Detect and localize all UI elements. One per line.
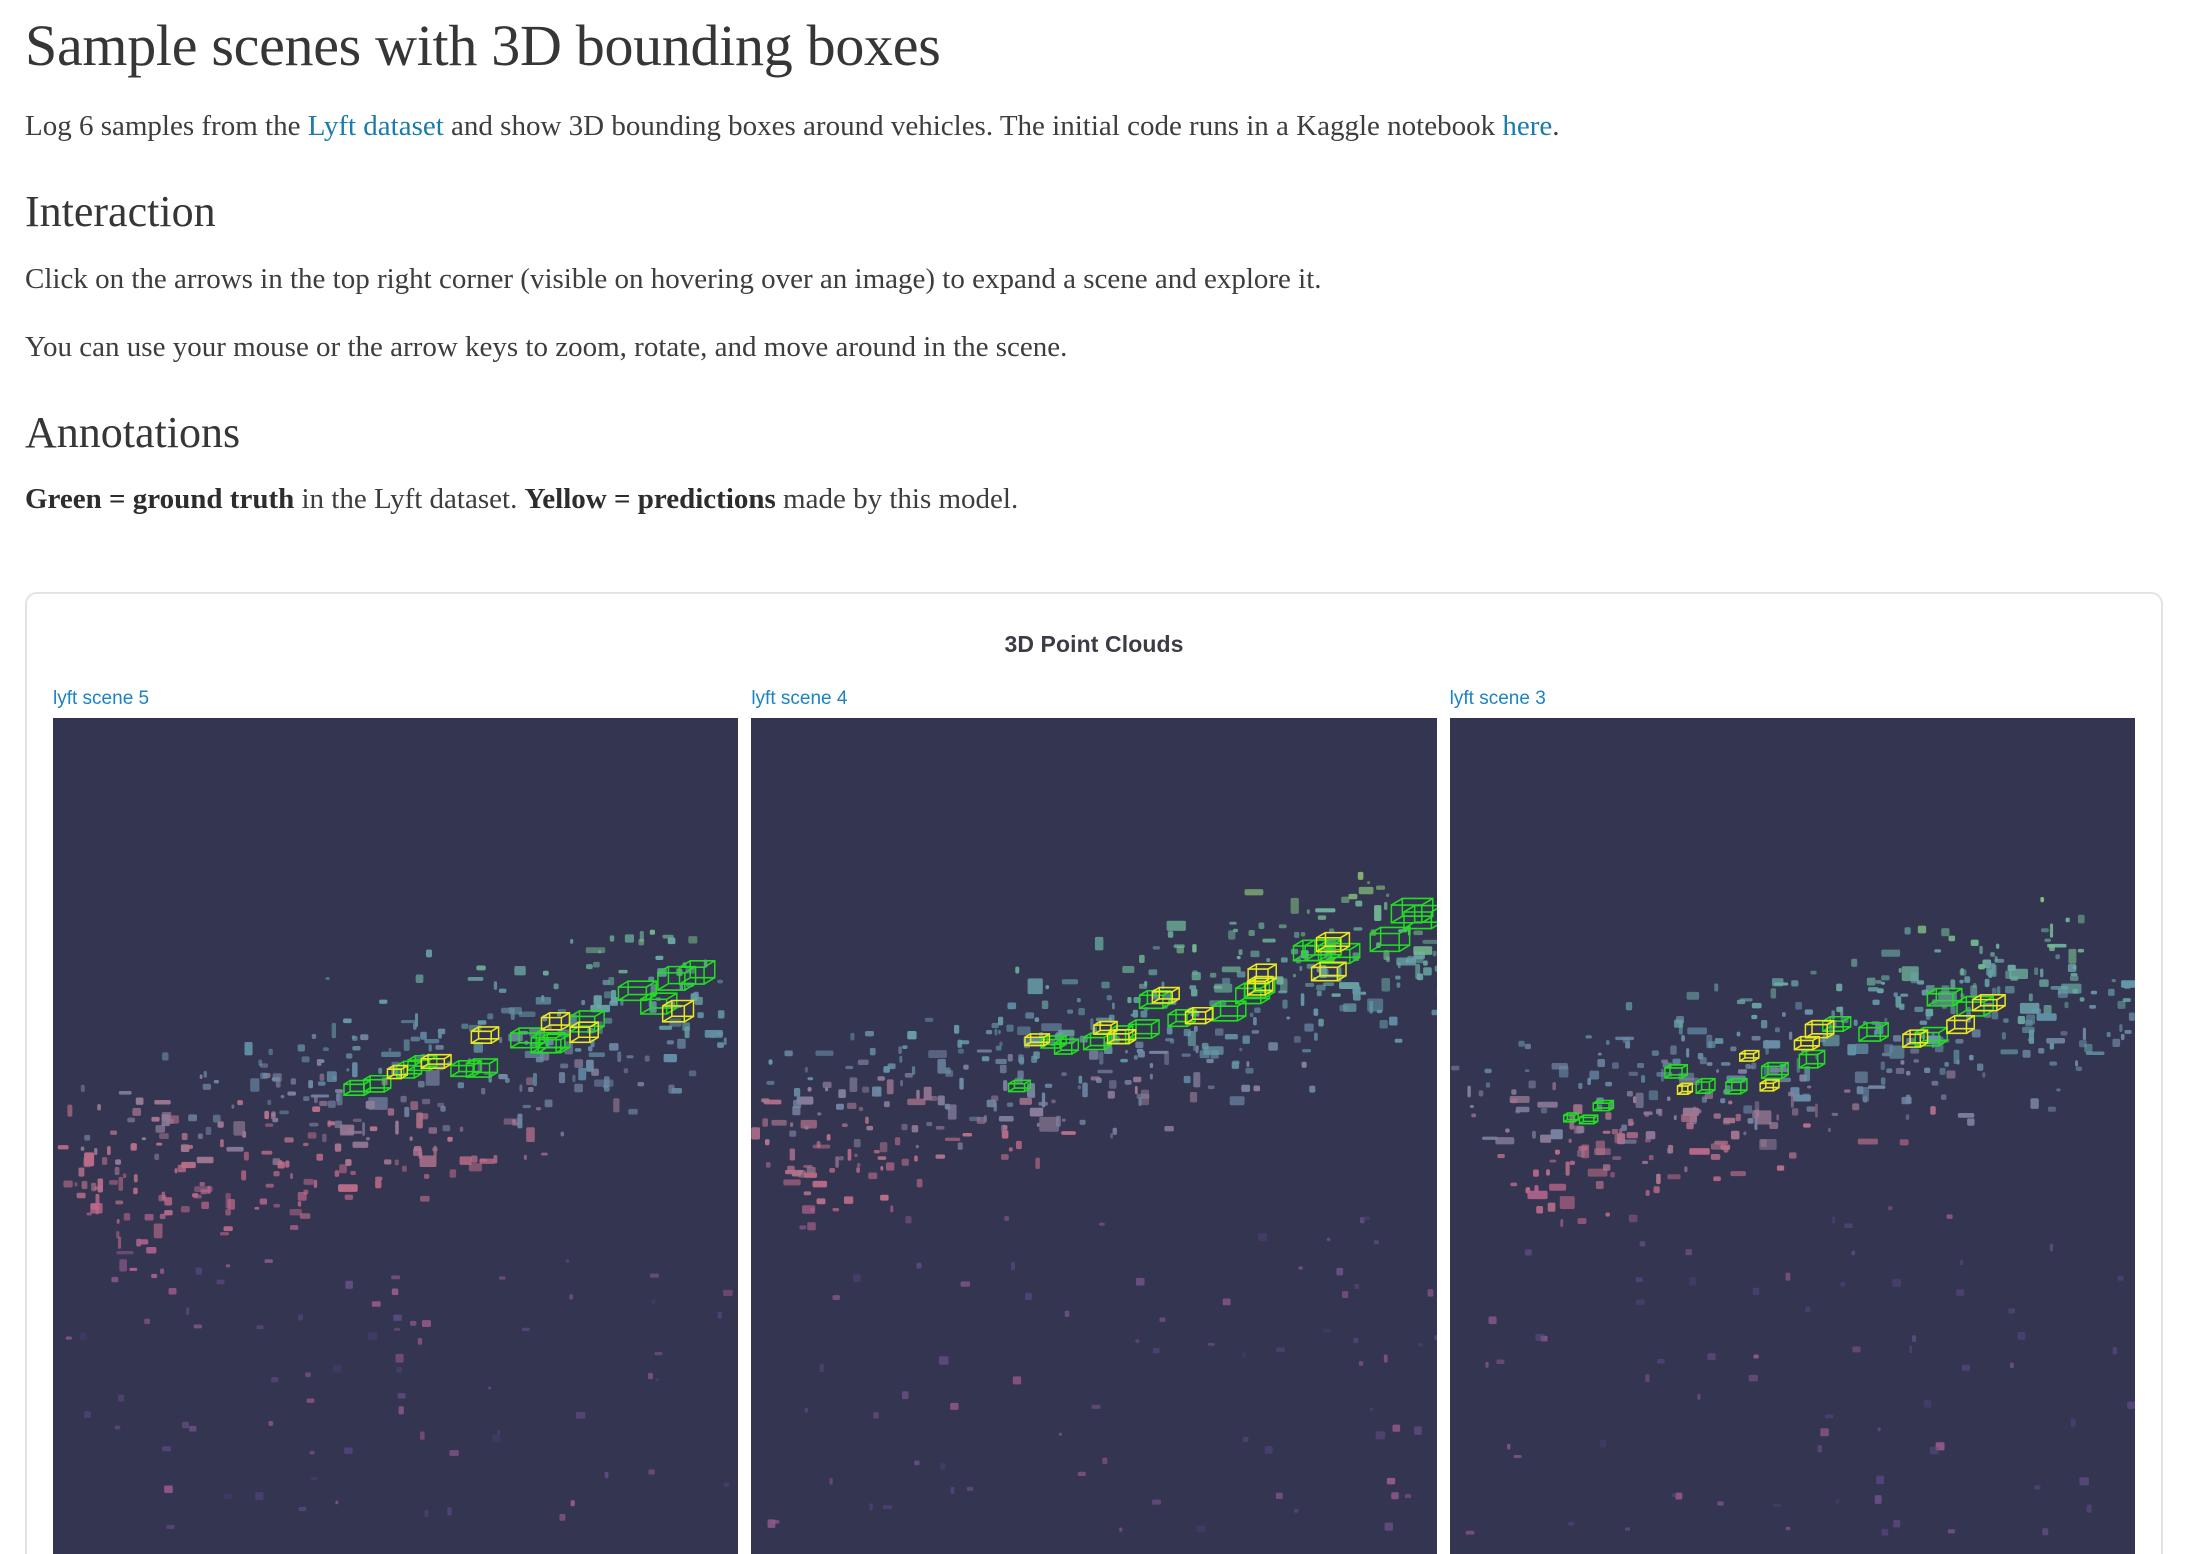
lyft-dataset-link[interactable]: Lyft dataset xyxy=(307,109,444,142)
scene-label-5[interactable]: lyft scene 5 xyxy=(53,688,150,710)
scene-cell-4: lyft scene 4 xyxy=(751,688,1437,1554)
intro-text-before: Log 6 samples from the xyxy=(25,109,308,142)
scene-grid: lyft scene 5 lyft scene 4 lyft scene 3 xyxy=(27,688,2161,1554)
scene-cell-3: lyft scene 3 xyxy=(1449,688,2135,1554)
page-root: Sample scenes with 3D bounding boxes Log… xyxy=(0,13,2188,1554)
interaction-paragraph-1: Click on the arrows in the top right cor… xyxy=(25,262,1322,295)
point-cloud-viewer-panel: 3D Point Clouds lyft scene 5 lyft scene … xyxy=(25,592,2163,1554)
scene-label-4[interactable]: lyft scene 4 xyxy=(751,688,848,710)
legend-green-label: Green = ground truth xyxy=(25,483,295,516)
scene-cell-5: lyft scene 5 xyxy=(53,688,739,1554)
scene-label-3[interactable]: lyft scene 3 xyxy=(1449,688,1546,710)
kaggle-notebook-here-link[interactable]: here xyxy=(1502,109,1553,142)
scene-canvas-3[interactable] xyxy=(1449,718,2135,1554)
legend-green-rest: in the Lyft dataset. xyxy=(294,483,525,516)
section-heading-interaction: Interaction xyxy=(25,187,216,236)
viewer-title: 3D Point Clouds xyxy=(1004,631,1184,658)
scene-canvas-5[interactable] xyxy=(53,718,739,1554)
annotations-legend: Green = ground truth in the Lyft dataset… xyxy=(25,478,2163,520)
intro-text-middle: and show 3D bounding boxes around vehicl… xyxy=(443,109,1503,142)
intro-text-after: . xyxy=(1552,109,1560,142)
legend-yellow-label: Yellow = predictions xyxy=(524,483,776,516)
legend-yellow-rest: made by this model. xyxy=(775,483,1019,516)
point-cloud-render-3 xyxy=(1450,897,2135,1536)
section-heading-annotations: Annotations xyxy=(25,407,241,457)
point-cloud-render-5 xyxy=(57,929,733,1530)
page-title: Sample scenes with 3D bounding boxes xyxy=(25,13,941,78)
intro-paragraph: Log 6 samples from the Lyft dataset and … xyxy=(25,105,2163,147)
point-cloud-render-4 xyxy=(751,872,1437,1533)
interaction-paragraph-2: You can use your mouse or the arrow keys… xyxy=(25,330,1068,363)
scene-canvas-4[interactable] xyxy=(751,718,1437,1554)
